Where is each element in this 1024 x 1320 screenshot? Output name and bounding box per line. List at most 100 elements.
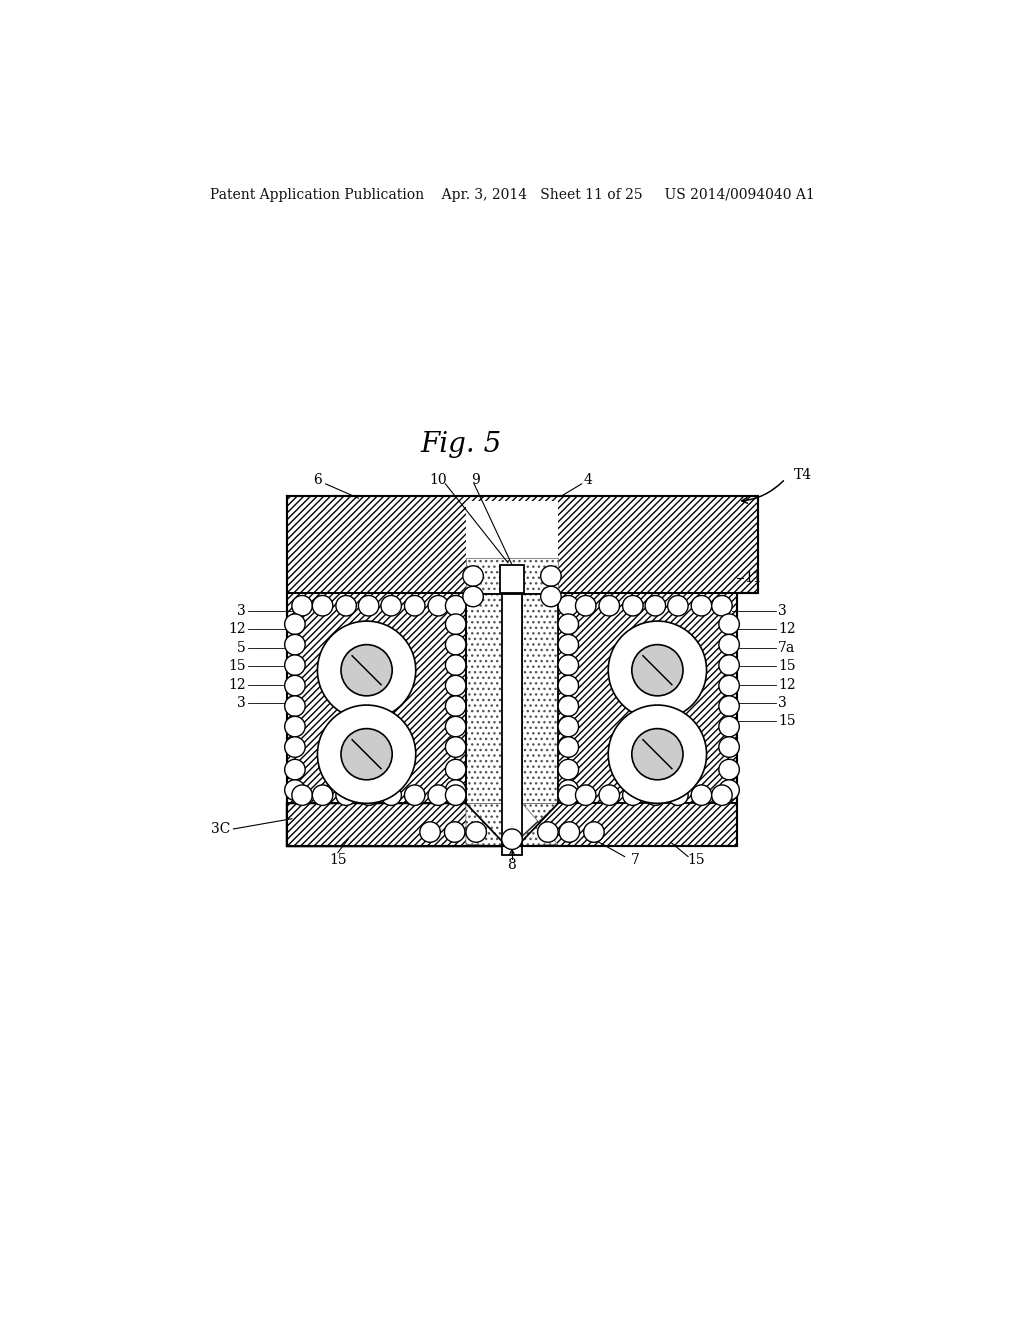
Circle shape xyxy=(558,717,579,737)
Circle shape xyxy=(420,822,440,842)
Circle shape xyxy=(608,622,707,719)
Circle shape xyxy=(632,644,683,696)
Circle shape xyxy=(719,614,739,635)
Polygon shape xyxy=(287,594,466,804)
Circle shape xyxy=(575,595,596,616)
Circle shape xyxy=(285,759,305,780)
Circle shape xyxy=(445,595,466,616)
Circle shape xyxy=(463,586,483,607)
Text: Fig. 5: Fig. 5 xyxy=(420,432,502,458)
Circle shape xyxy=(691,595,712,616)
Circle shape xyxy=(719,696,739,717)
Circle shape xyxy=(623,595,643,616)
Circle shape xyxy=(558,635,579,655)
Polygon shape xyxy=(466,804,512,846)
Circle shape xyxy=(341,644,392,696)
Circle shape xyxy=(502,829,522,850)
Text: 15: 15 xyxy=(778,659,796,673)
Polygon shape xyxy=(512,804,737,846)
Circle shape xyxy=(558,676,579,696)
Text: 5: 5 xyxy=(237,640,246,655)
Polygon shape xyxy=(466,594,502,804)
Text: 15: 15 xyxy=(687,853,706,867)
Circle shape xyxy=(444,822,465,842)
Text: 15: 15 xyxy=(329,853,347,867)
Circle shape xyxy=(712,595,732,616)
Text: T4: T4 xyxy=(794,467,812,482)
Circle shape xyxy=(317,705,416,804)
Circle shape xyxy=(285,717,305,737)
Text: 7a: 7a xyxy=(778,640,796,655)
Circle shape xyxy=(719,635,739,655)
Circle shape xyxy=(428,785,449,805)
Circle shape xyxy=(558,595,579,616)
Circle shape xyxy=(558,614,579,635)
Text: 3C: 3C xyxy=(211,822,230,836)
Circle shape xyxy=(445,696,466,717)
Polygon shape xyxy=(500,565,524,594)
Circle shape xyxy=(404,595,425,616)
Circle shape xyxy=(336,595,356,616)
Polygon shape xyxy=(466,557,558,594)
Circle shape xyxy=(719,676,739,696)
Circle shape xyxy=(584,822,604,842)
Text: 3: 3 xyxy=(778,603,787,618)
Circle shape xyxy=(558,737,579,758)
Circle shape xyxy=(445,717,466,737)
Polygon shape xyxy=(287,496,758,594)
Circle shape xyxy=(558,780,579,800)
Circle shape xyxy=(445,635,466,655)
Circle shape xyxy=(719,780,739,800)
Circle shape xyxy=(719,759,739,780)
Polygon shape xyxy=(522,594,558,804)
Circle shape xyxy=(445,676,466,696)
Circle shape xyxy=(312,595,333,616)
Circle shape xyxy=(466,822,486,842)
Circle shape xyxy=(558,785,579,805)
Polygon shape xyxy=(287,804,512,846)
Circle shape xyxy=(541,586,561,607)
Circle shape xyxy=(623,785,643,805)
Circle shape xyxy=(719,737,739,758)
Circle shape xyxy=(558,655,579,676)
Circle shape xyxy=(317,622,416,719)
Circle shape xyxy=(358,595,379,616)
Circle shape xyxy=(541,566,561,586)
Circle shape xyxy=(632,729,683,780)
Polygon shape xyxy=(512,804,558,846)
Circle shape xyxy=(292,785,312,805)
Circle shape xyxy=(463,566,483,586)
Text: 3: 3 xyxy=(778,696,787,710)
Text: 3: 3 xyxy=(237,603,246,618)
Circle shape xyxy=(381,595,401,616)
Text: 15: 15 xyxy=(778,714,796,729)
Text: 12: 12 xyxy=(778,622,796,636)
Text: 12: 12 xyxy=(228,677,246,692)
Circle shape xyxy=(445,759,466,780)
Polygon shape xyxy=(558,594,737,804)
Circle shape xyxy=(558,696,579,717)
Circle shape xyxy=(285,655,305,676)
Circle shape xyxy=(336,785,356,805)
Circle shape xyxy=(381,785,401,805)
Text: 7: 7 xyxy=(631,853,639,867)
Circle shape xyxy=(575,785,596,805)
Circle shape xyxy=(292,595,312,616)
Circle shape xyxy=(285,780,305,800)
Text: 12: 12 xyxy=(778,677,796,692)
Text: 8: 8 xyxy=(508,858,516,871)
Circle shape xyxy=(719,717,739,737)
Circle shape xyxy=(285,676,305,696)
Circle shape xyxy=(341,729,392,780)
Circle shape xyxy=(285,737,305,758)
Circle shape xyxy=(608,705,707,804)
Text: Patent Application Publication    Apr. 3, 2014   Sheet 11 of 25     US 2014/0094: Patent Application Publication Apr. 3, 2… xyxy=(210,189,814,202)
Circle shape xyxy=(668,595,688,616)
Text: 12: 12 xyxy=(228,622,246,636)
Text: 3: 3 xyxy=(237,696,246,710)
Circle shape xyxy=(538,822,558,842)
Text: 6: 6 xyxy=(313,473,322,487)
Circle shape xyxy=(358,785,379,805)
Polygon shape xyxy=(466,502,558,594)
Text: 11: 11 xyxy=(744,572,762,585)
